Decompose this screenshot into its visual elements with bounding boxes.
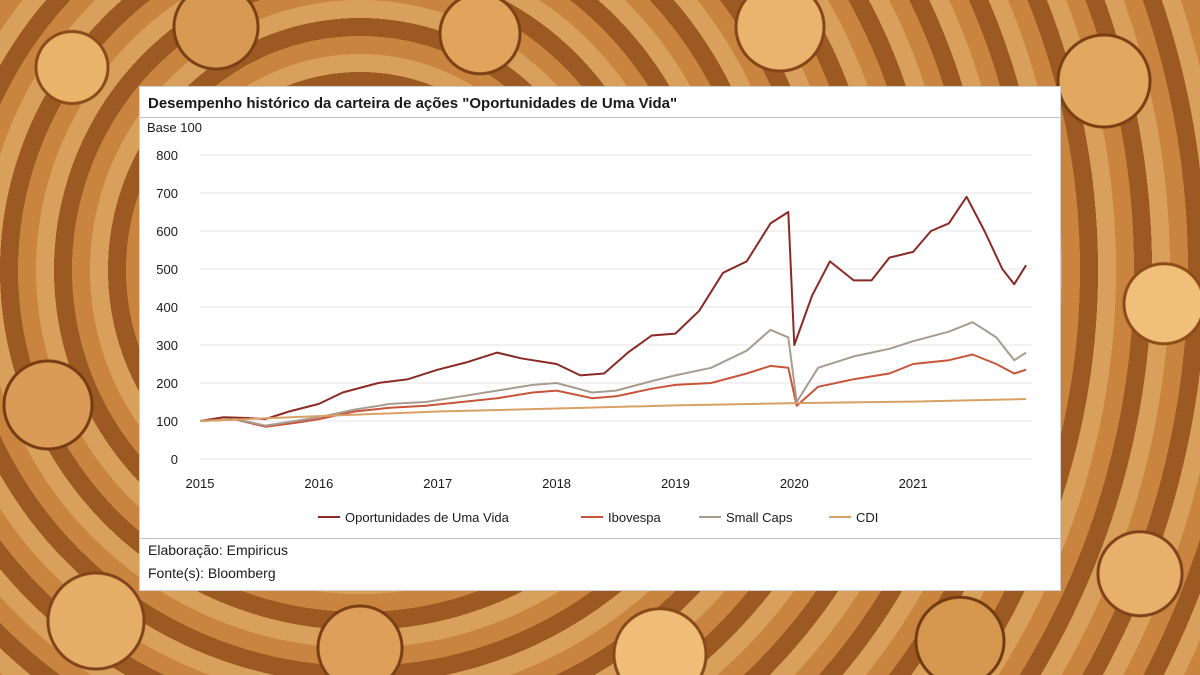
y-tick-label: 400 xyxy=(156,300,178,315)
line-chart: Base 100 0 100 200 300 400 500 600 700 800 2015 201… xyxy=(147,120,1032,525)
footer-elaboracao: Elaboração: Empiricus xyxy=(148,542,289,558)
footer-divider xyxy=(140,538,1060,539)
x-tick-label: 2021 xyxy=(899,476,928,491)
y-tick-label: 100 xyxy=(156,414,178,429)
y-tick-label: 800 xyxy=(156,148,178,163)
series-line-2 xyxy=(199,353,1027,428)
series-line-4 xyxy=(199,398,1027,422)
x-tick-label: 2020 xyxy=(780,476,809,491)
legend-label: Oportunidades de Uma Vida xyxy=(345,510,510,525)
chart-title: Desempenho histórico da carteira de açõe… xyxy=(148,95,678,112)
y-tick-label: 700 xyxy=(156,186,178,201)
legend-label: Small Caps xyxy=(726,510,793,525)
x-tick-label: 2016 xyxy=(304,476,333,491)
legend-label: CDI xyxy=(856,510,878,525)
x-tick-label: 2019 xyxy=(661,476,690,491)
x-tick-label: 2018 xyxy=(542,476,571,491)
series-line-1 xyxy=(199,195,1027,422)
series-line-3 xyxy=(199,321,1027,427)
y-tick-label: 300 xyxy=(156,338,178,353)
y-tick-label: 0 xyxy=(171,452,178,467)
x-tick-label: 2015 xyxy=(186,476,215,491)
y-axis-label: Base 100 xyxy=(147,120,202,135)
y-tick-label: 500 xyxy=(156,262,178,277)
chart-card: Desempenho histórico da carteira de açõe… xyxy=(140,87,1060,590)
title-divider xyxy=(140,117,1060,118)
y-tick-label: 200 xyxy=(156,376,178,391)
legend-label: Ibovespa xyxy=(608,510,662,525)
y-tick-label: 600 xyxy=(156,224,178,239)
x-tick-label: 2017 xyxy=(423,476,452,491)
footer-source: Fonte(s): Bloomberg xyxy=(148,565,276,581)
